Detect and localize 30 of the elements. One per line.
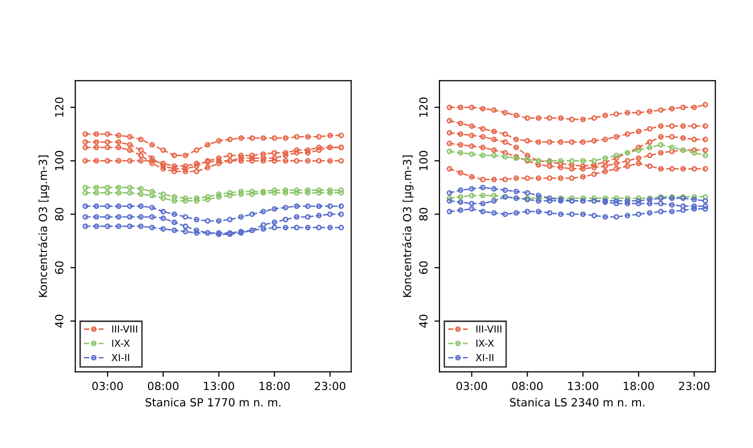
- x-tick-label: 23:00: [314, 382, 346, 390]
- x-tick-label: 18:00: [260, 382, 290, 390]
- x-axis-title: Stanica LS 2340 m n. m.: [510, 398, 644, 406]
- y-tick-label: 40: [55, 314, 64, 328]
- x-tick-label: 03:00: [456, 382, 487, 390]
- legend-label: III-VIII: [476, 325, 502, 333]
- y-axis-title: Koncentrácia O3 [µg.m-3]: [38, 155, 50, 297]
- x-tick-label: 03:00: [92, 382, 123, 390]
- x-tick-label: 13:00: [204, 382, 234, 390]
- y-tick-label: 80: [419, 208, 428, 221]
- x-tick-label: 08:00: [148, 382, 178, 390]
- x-tick-label: 13:00: [568, 382, 598, 390]
- x-axis-title: Stanica SP 1770 m n. m.: [146, 398, 280, 406]
- legend-label: IX-X: [476, 340, 494, 347]
- y-tick-label: 100: [419, 150, 428, 170]
- x-tick-label: 23:00: [679, 382, 710, 390]
- y-tick-label: 80: [55, 208, 64, 221]
- legend-label: XI-II: [476, 354, 494, 362]
- legend-label: IX-X: [112, 340, 130, 347]
- legend-label: III-VIII: [112, 325, 138, 333]
- x-tick-label: 08:00: [512, 382, 543, 390]
- y-tick-label: 60: [55, 261, 64, 274]
- y-axis-title: Koncentrácia O3 [µg.m-3]: [402, 155, 414, 297]
- x-tick-label: 18:00: [624, 382, 654, 390]
- y-tick-label: 100: [55, 150, 64, 170]
- y-tick-label: 120: [419, 97, 428, 117]
- y-tick-label: 40: [419, 314, 428, 328]
- y-tick-label: 60: [419, 261, 428, 274]
- y-tick-label: 120: [55, 97, 64, 117]
- legend-label: XI-II: [112, 354, 130, 362]
